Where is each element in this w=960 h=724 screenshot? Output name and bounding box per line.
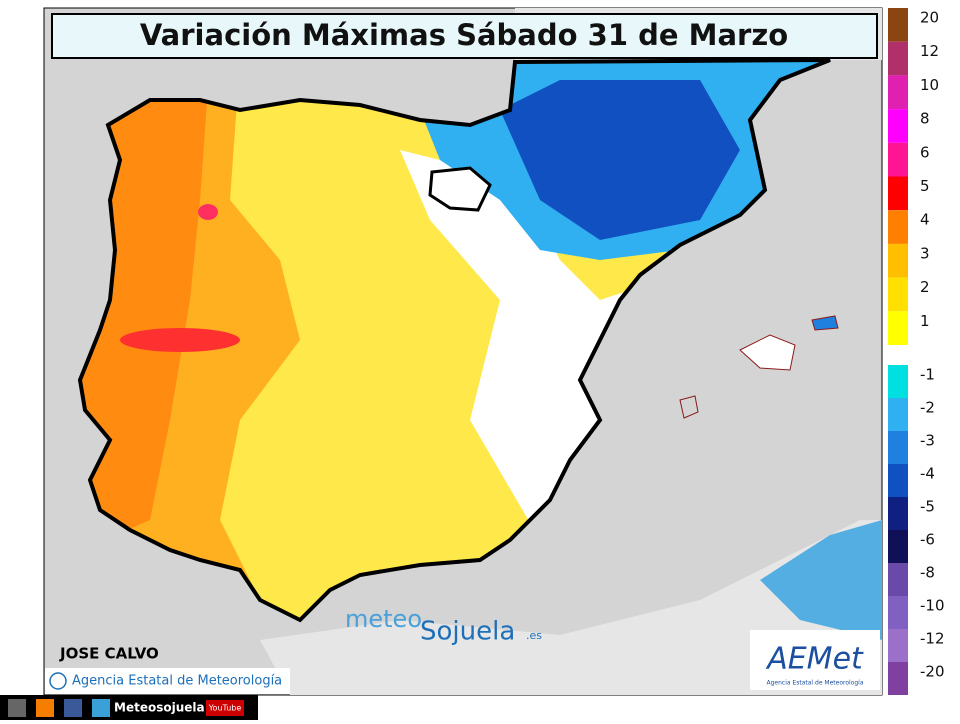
title: Variación Máximas Sábado 31 de Marzo xyxy=(140,18,788,52)
author: JOSE CALVO xyxy=(59,645,159,663)
instagram-icon[interactable] xyxy=(8,699,26,717)
legend-label: -12 xyxy=(920,630,945,648)
legend-label: 20 xyxy=(920,9,939,27)
logo: AEMet xyxy=(765,642,864,677)
legend-swatch xyxy=(888,277,908,312)
africa-cold xyxy=(760,520,882,640)
legend-swatch xyxy=(888,8,908,42)
legend-label: 6 xyxy=(920,143,930,161)
watermark-meteo: meteo xyxy=(345,605,422,633)
legend-swatch xyxy=(888,365,908,398)
legend: 20 12 10 8 6 5 4 3 2 1 -1 -2 -3 -4 -5 -6 -8 -10 -12 -20 xyxy=(888,8,945,695)
la-rioja xyxy=(428,166,492,212)
legend-swatch xyxy=(888,311,908,345)
legend-label: -20 xyxy=(920,663,945,681)
legend-swatch xyxy=(888,142,908,177)
youtube-icon[interactable] xyxy=(206,700,244,716)
legend-swatch xyxy=(888,41,908,76)
blogger-icon[interactable] xyxy=(36,699,54,717)
youtube-label[interactable]: YouTube xyxy=(208,704,242,713)
legend-label: -2 xyxy=(920,399,935,417)
legend-label: -6 xyxy=(920,531,935,549)
watermark-sojuela: Sojuela xyxy=(420,617,515,647)
legend-swatch xyxy=(888,243,908,278)
legend-swatch xyxy=(888,530,908,563)
legend-swatch xyxy=(888,563,908,596)
title-box xyxy=(51,13,878,59)
legend-label: 10 xyxy=(920,76,939,94)
watermark-es: .es xyxy=(526,629,542,642)
africa-land xyxy=(260,520,882,695)
legend-label: -5 xyxy=(920,498,935,516)
legend-label: 1 xyxy=(920,312,930,330)
mallorca xyxy=(739,334,796,371)
coastline xyxy=(77,58,831,623)
legend-label: -1 xyxy=(920,366,935,384)
facebook-icon[interactable] xyxy=(64,699,82,717)
copyright-icon xyxy=(49,672,67,690)
twitter-icon[interactable] xyxy=(92,699,110,717)
legend-label: 5 xyxy=(920,177,930,195)
legend-swatch xyxy=(888,398,908,431)
legend-label: -3 xyxy=(920,432,935,450)
legend-swatch xyxy=(888,210,908,244)
legend-swatch xyxy=(888,596,908,629)
agency: Agencia Estatal de Meteorología xyxy=(72,674,282,689)
legend-label: 8 xyxy=(920,110,930,128)
legend-swatch xyxy=(888,497,908,530)
ibiza xyxy=(679,395,699,419)
legend-label: 3 xyxy=(920,244,930,262)
legend-label: -4 xyxy=(920,465,935,483)
social-name[interactable]: Meteosojuela xyxy=(114,701,205,715)
legend-label: 4 xyxy=(920,211,930,229)
legend-swatch xyxy=(888,464,908,497)
menorca xyxy=(811,315,839,331)
legend-swatch xyxy=(888,629,908,662)
legend-swatch xyxy=(888,75,908,110)
legend-swatch xyxy=(888,431,908,464)
legend-label: 2 xyxy=(920,278,930,296)
logo-box xyxy=(750,630,880,690)
logo-sub: Agencia Estatal de Meteorología xyxy=(767,680,864,687)
legend-swatch xyxy=(888,176,908,211)
legend-swatch xyxy=(888,662,908,695)
legend-swatch xyxy=(888,109,908,143)
legend-label: -10 xyxy=(920,597,945,615)
legend-label: 12 xyxy=(920,42,939,60)
agency-box xyxy=(45,668,290,694)
legend-label: -8 xyxy=(920,564,935,582)
